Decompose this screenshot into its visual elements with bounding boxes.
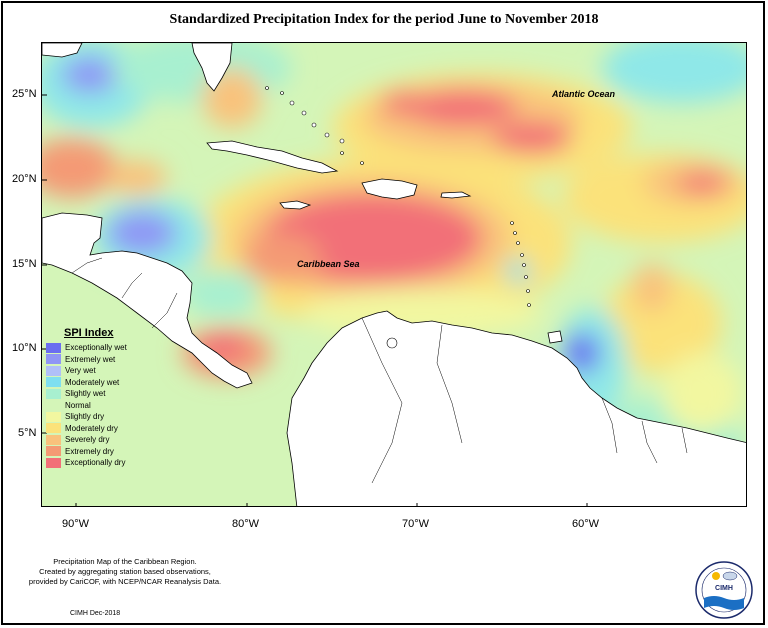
spi-field (42, 43, 746, 503)
legend-label: Exceptionally wet (65, 343, 127, 353)
legend-items: Exceptionally wet Extremely wet Very wet Mo… (46, 342, 146, 469)
lon-label-80w: 80°W (232, 518, 260, 530)
legend-item: Extremely wet (46, 354, 146, 366)
lat-label-25n: 25°N (12, 88, 37, 100)
legend-item: Slightly wet (46, 388, 146, 400)
map-title: Standardized Precipitation Index for the… (169, 12, 599, 27)
legend-item: Severely dry (46, 434, 146, 446)
legend-swatch (46, 400, 61, 411)
legend-label: Slightly wet (65, 389, 106, 399)
cimh-logo (695, 561, 753, 619)
legend-title: SPI Index (64, 327, 114, 339)
islands (265, 86, 531, 349)
legend-item: Moderately dry (46, 423, 146, 435)
atlantic-ocean-label: Atlantic Ocean (552, 89, 616, 99)
legend-label: Moderately dry (65, 423, 118, 433)
legend-item: Exceptionally dry (46, 457, 146, 469)
legend-label: Severely dry (65, 435, 110, 445)
legend-swatch (46, 388, 61, 399)
legend-swatch (46, 365, 61, 376)
legend-label: Moderately wet (65, 377, 120, 387)
lat-label-10n: 10°N (12, 342, 37, 354)
logo-text: CIMH (715, 585, 733, 592)
legend-label: Slightly dry (65, 412, 105, 422)
spi-legend: SPI Index Exceptionally wet Extremely wet… (46, 327, 146, 469)
lon-label-70w: 70°W (402, 518, 430, 530)
legend-item: Exceptionally wet (46, 342, 146, 354)
spi-map (42, 43, 746, 506)
legend-swatch (46, 411, 61, 422)
legend-swatch (46, 434, 61, 445)
legend-item: Very wet (46, 365, 146, 377)
map-description: Precipitation Map of the Caribbean Regio… (10, 557, 240, 587)
lon-label-60w: 60°W (572, 518, 600, 530)
legend-swatch (46, 377, 61, 388)
footnote-line-2: Created by aggregating station based obs… (39, 567, 211, 576)
caribbean-sea-label: Caribbean Sea (297, 259, 360, 269)
land-masses (42, 43, 746, 506)
legend-swatch (46, 423, 61, 434)
map-panel: Atlantic Ocean Caribbean Sea (41, 42, 747, 507)
borders (71, 257, 688, 484)
legend-item: Slightly dry (46, 411, 146, 423)
lat-label-15n: 15°N (12, 258, 37, 270)
legend-swatch (46, 354, 61, 365)
legend-item: Moderately wet (46, 377, 146, 389)
lat-label-20n: 20°N (12, 173, 37, 185)
footnote-line-3: provided by CariCOF, with NCEP/NCAR Rean… (28, 577, 222, 586)
legend-swatch (46, 457, 61, 468)
legend-label: Exceptionally dry (65, 458, 126, 468)
lat-label-5n: 5°N (18, 427, 37, 439)
credit-line: CIMH Dec-2018 (70, 610, 121, 617)
legend-label: Normal (65, 400, 91, 410)
footnote-line-1: Precipitation Map of the Caribbean Regio… (53, 557, 197, 566)
legend-item: Normal (46, 400, 146, 412)
legend-swatch (46, 446, 61, 457)
legend-swatch (46, 342, 61, 353)
legend-label: Very wet (65, 366, 96, 376)
legend-item: Extremely dry (46, 446, 146, 458)
legend-label: Extremely wet (65, 354, 116, 364)
legend-label: Extremely dry (65, 446, 114, 456)
lon-label-90w: 90°W (62, 518, 90, 530)
